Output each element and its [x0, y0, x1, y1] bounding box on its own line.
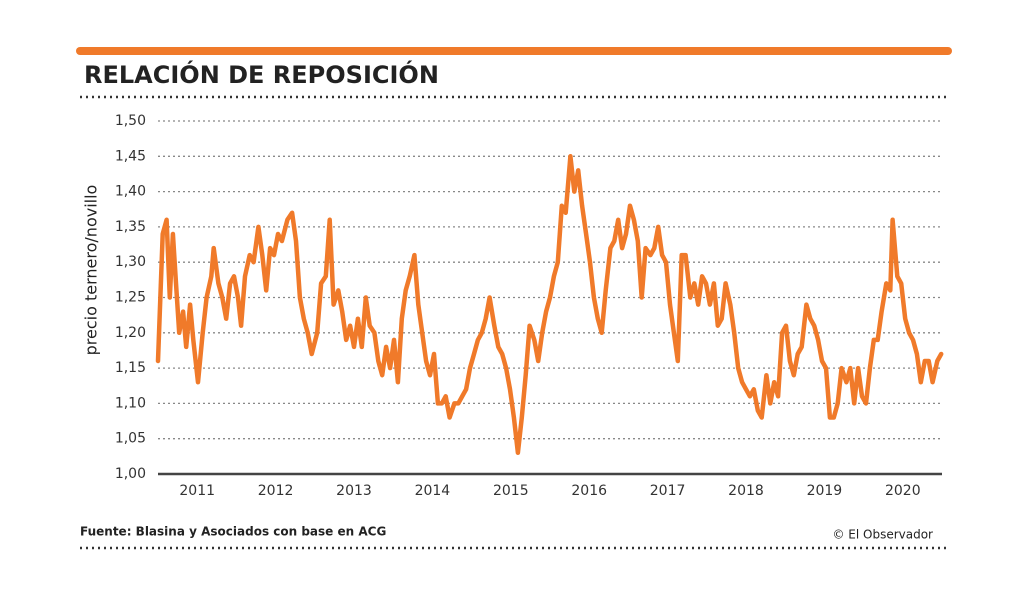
- x-tick-label: 2017: [650, 483, 686, 499]
- x-tick-label: 2014: [415, 483, 451, 499]
- x-tick-label: 2011: [179, 483, 215, 499]
- y-tick-label: 1,20: [115, 325, 146, 341]
- y-tick-label: 1,40: [115, 184, 146, 200]
- y-tick-label: 1,30: [115, 254, 146, 270]
- y-tick-label: 1,25: [115, 290, 146, 306]
- data-line: [155, 154, 944, 456]
- y-tick-label: 1,10: [115, 395, 146, 411]
- y-axis-label: precio ternero/novillo: [82, 185, 101, 356]
- y-tick-label: 1,15: [115, 360, 146, 376]
- y-tick-label: 1,05: [115, 431, 146, 447]
- x-tick-label: 2012: [258, 483, 294, 499]
- y-tick-label: 1,50: [115, 113, 146, 129]
- y-tick-label: 1,35: [115, 219, 146, 235]
- x-tick-label: 2020: [885, 483, 921, 499]
- x-tick-label: 2016: [571, 483, 607, 499]
- y-tick-label: 1,00: [115, 466, 146, 482]
- chart-title: RELACIÓN DE REPOSICIÓN: [84, 59, 439, 89]
- x-tick-label: 2019: [807, 483, 843, 499]
- y-tick-label: 1,45: [115, 148, 146, 164]
- source: Fuente: Blasina y Asociados con base en …: [80, 525, 386, 539]
- x-tick-label: 2013: [336, 483, 372, 499]
- x-tick-label: 2018: [728, 483, 764, 499]
- x-tick-label: 2015: [493, 483, 529, 499]
- credit: © El Observador: [832, 528, 933, 542]
